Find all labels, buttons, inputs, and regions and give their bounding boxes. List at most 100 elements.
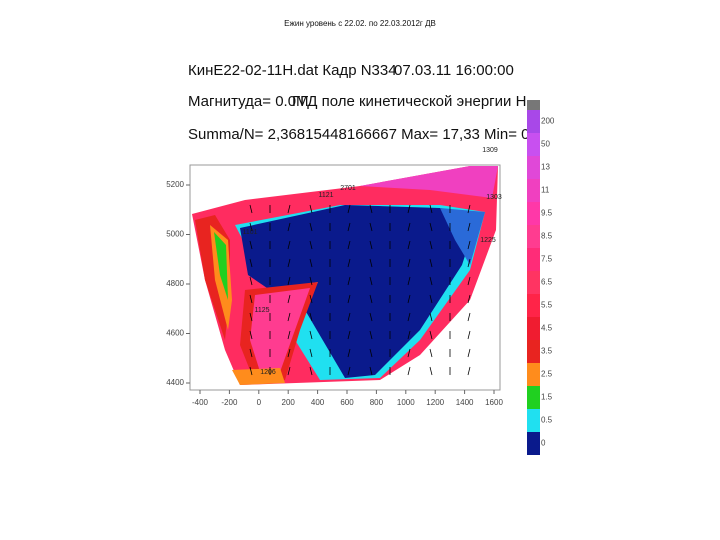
x-tick-label: 1000 <box>397 398 415 407</box>
arrow <box>347 348 351 358</box>
y-tick-label: 4600 <box>166 329 184 338</box>
point-label: 1225 <box>480 237 496 244</box>
arrow <box>309 294 313 304</box>
y-tick-label: 5000 <box>166 230 184 239</box>
colorbar-label: 11 <box>541 186 550 195</box>
y-tick-label: 4400 <box>166 378 184 387</box>
point-label: 1101 <box>242 229 257 236</box>
zone <box>360 166 498 198</box>
x-tick-label: 0 <box>257 398 262 407</box>
arrow <box>369 240 373 250</box>
arrow <box>407 294 411 304</box>
x-tick-label: 200 <box>282 398 296 407</box>
arrow <box>249 312 253 322</box>
y-tick-label: 5200 <box>166 180 184 189</box>
arrow <box>369 204 373 214</box>
colorbar-label: 13 <box>541 163 550 172</box>
arrow <box>309 258 313 268</box>
arrow <box>249 276 253 286</box>
arrow <box>429 312 433 322</box>
colorbar-swatch <box>527 248 540 271</box>
arrow <box>249 240 253 250</box>
colorbar-label: 3.5 <box>541 347 553 356</box>
arrow <box>369 348 373 358</box>
zone <box>440 208 485 265</box>
arrow <box>467 204 471 214</box>
summary: Summa/N= 2,36815448166667 Max= 17,33 Min… <box>188 126 529 143</box>
colorbar-swatch <box>527 179 540 202</box>
arrow <box>467 222 471 232</box>
arrow <box>369 330 373 340</box>
arrow <box>429 204 433 214</box>
arrow <box>429 366 433 376</box>
arrow <box>347 240 351 250</box>
zone <box>214 232 228 300</box>
colorbar-swatch <box>527 202 540 225</box>
arrow <box>407 276 411 286</box>
arrow <box>287 294 291 304</box>
arrow <box>249 330 253 340</box>
colorbar-swatch <box>527 340 540 363</box>
arrow <box>467 312 471 322</box>
y-tick-label: 4800 <box>166 279 184 288</box>
colorbar-label: 50 <box>541 140 550 149</box>
colorbar-swatch <box>527 271 540 294</box>
x-tick-label: 1200 <box>426 398 444 407</box>
arrow <box>467 258 471 268</box>
x-tick-label: -400 <box>192 398 209 407</box>
colorbar-label: 9.5 <box>541 209 553 218</box>
arrow <box>347 222 351 232</box>
arrow <box>287 348 291 358</box>
zone <box>240 205 478 378</box>
arrow <box>429 348 433 358</box>
arrow <box>429 330 433 340</box>
magnitude: Магнитуда= 0.0M <box>188 93 309 110</box>
arrow <box>407 240 411 250</box>
colorbar-swatch <box>527 294 540 317</box>
arrow <box>309 348 313 358</box>
arrow <box>347 294 351 304</box>
point-label: 1125 <box>254 307 269 314</box>
arrow <box>429 294 433 304</box>
arrow <box>369 222 373 232</box>
arrow <box>249 366 253 376</box>
arrow <box>309 366 313 376</box>
arrow <box>249 222 253 232</box>
colorbar-label: 200 <box>541 117 555 126</box>
x-tick-label: 600 <box>340 398 354 407</box>
colorbar-swatch <box>527 386 540 409</box>
arrow <box>287 222 291 232</box>
arrow <box>467 366 471 376</box>
arrow <box>407 204 411 214</box>
colorbar-swatch <box>527 317 540 340</box>
arrow <box>249 294 253 304</box>
arrow <box>369 312 373 322</box>
field-name: ГГД поле кинетической энергии Н. <box>292 93 531 110</box>
arrow <box>369 366 373 376</box>
colorbar-label: 4.5 <box>541 324 553 333</box>
arrow <box>309 330 313 340</box>
x-tick-label: -200 <box>221 398 238 407</box>
arrow <box>467 276 471 286</box>
point-label: 1309 <box>482 147 498 154</box>
arrow <box>347 366 351 376</box>
contour-field <box>192 166 498 385</box>
colorbar-label: 8.5 <box>541 232 553 241</box>
colorbar-label: 0.5 <box>541 416 553 425</box>
vector-field <box>249 204 471 376</box>
colorbar-swatch <box>527 110 540 133</box>
arrow <box>309 240 313 250</box>
point-label: 1206 <box>260 369 276 376</box>
x-tick-label: 800 <box>370 398 384 407</box>
arrow <box>249 348 253 358</box>
arrow <box>429 258 433 268</box>
arrow <box>249 204 253 214</box>
colorbar-label: 7.5 <box>541 255 553 264</box>
caption: Ежин уровень с 22.02. по 22.03.2012г ДВ <box>284 19 436 28</box>
arrow <box>347 258 351 268</box>
colorbar-top <box>527 100 540 110</box>
arrow <box>287 366 291 376</box>
zone <box>250 288 310 378</box>
arrow <box>429 276 433 286</box>
